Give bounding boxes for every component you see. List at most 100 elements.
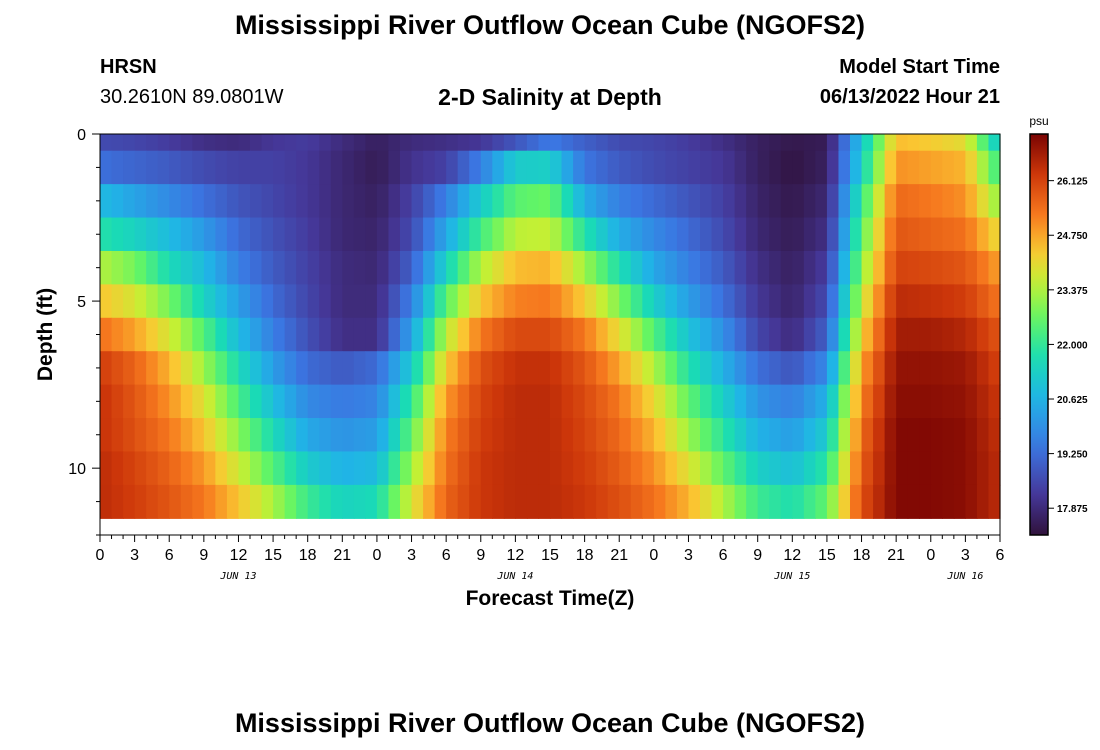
heatmap-cell <box>561 418 574 453</box>
heatmap-cell <box>976 217 990 252</box>
page-title-repeat: Mississippi River Outflow Ocean Cube (NG… <box>234 708 866 738</box>
heatmap-cell <box>111 384 124 419</box>
heatmap-cell <box>976 250 990 285</box>
heatmap-cell <box>192 418 205 453</box>
heatmap-cell <box>480 317 493 352</box>
heatmap-cell <box>619 451 632 486</box>
heatmap-cell <box>642 184 655 219</box>
heatmap-cell <box>273 150 286 185</box>
heatmap-cell <box>596 451 609 486</box>
heatmap-cell <box>330 284 343 319</box>
heatmap-cell <box>861 250 874 285</box>
heatmap-cell <box>976 184 990 219</box>
heatmap-cell <box>457 250 470 285</box>
heatmap-cell <box>688 184 701 219</box>
heatmap-cell <box>907 217 920 252</box>
heatmap-cell <box>815 384 828 419</box>
heatmap-cell <box>492 351 505 386</box>
heatmap-cell <box>273 184 286 219</box>
heatmap-cell <box>953 451 966 486</box>
heatmap-cell <box>526 484 540 519</box>
heatmap-cell <box>261 184 274 219</box>
heatmap-cell <box>319 217 332 252</box>
heatmap-cell <box>746 451 759 486</box>
heatmap-cell <box>250 451 263 486</box>
heatmap-cell <box>884 451 897 486</box>
heatmap-cell <box>146 451 159 486</box>
heatmap-cell <box>284 217 297 252</box>
heatmap-cell <box>561 217 574 252</box>
date-label: JUN 16 <box>946 571 983 582</box>
heatmap-cell <box>884 150 897 185</box>
heatmap-cell <box>515 134 528 152</box>
heatmap-cell <box>284 317 297 352</box>
heatmap-cell <box>630 418 643 453</box>
heatmap-cell <box>342 451 355 486</box>
heatmap-cell <box>561 351 574 386</box>
heatmap-cell <box>769 217 782 252</box>
heatmap-cell <box>953 484 966 519</box>
heatmap-cell <box>319 384 332 419</box>
heatmap-cell <box>573 317 586 352</box>
heatmap-cell <box>642 284 655 319</box>
heatmap-cell <box>123 351 136 386</box>
heatmap-cell <box>296 351 309 386</box>
heatmap-cell <box>538 484 551 519</box>
heatmap-cell <box>988 451 1001 486</box>
heatmap-cell <box>446 451 459 486</box>
heatmap-cell <box>734 484 747 519</box>
heatmap-cell <box>653 418 666 453</box>
heatmap-cell <box>596 150 609 185</box>
heatmap-cell <box>573 384 586 419</box>
heatmap-cell <box>100 418 113 453</box>
heatmap-cell <box>988 217 1001 252</box>
heatmap-cell <box>838 150 851 185</box>
heatmap-cell <box>319 418 332 453</box>
heatmap-cell <box>665 384 678 419</box>
heatmap-cell <box>388 451 401 486</box>
heatmap-cell <box>815 150 828 185</box>
heatmap-cell <box>676 134 690 152</box>
heatmap-cell <box>434 184 447 219</box>
x-tick-label: 3 <box>407 547 416 564</box>
heatmap-cell <box>769 484 782 519</box>
heatmap-cell <box>146 284 159 319</box>
heatmap-cell <box>146 250 159 285</box>
model-start-label: Model Start Time <box>839 56 1000 78</box>
colorbar-tick-label: 26.125 <box>1057 177 1088 188</box>
heatmap-cell <box>711 317 724 352</box>
heatmap-cell <box>446 284 459 319</box>
heatmap-cell <box>769 250 782 285</box>
heatmap-cell <box>734 134 747 152</box>
heatmap-cell <box>965 484 978 519</box>
heatmap-cell <box>446 484 459 519</box>
heatmap-cell <box>411 484 424 519</box>
heatmap-cell <box>930 184 943 219</box>
heatmap-cell <box>965 451 978 486</box>
heatmap-cell <box>203 317 216 352</box>
heatmap-cell <box>861 134 874 152</box>
heatmap-cell <box>503 184 516 219</box>
heatmap-cell <box>584 317 597 352</box>
heatmap-cell <box>642 418 655 453</box>
heatmap-cell <box>376 284 390 319</box>
x-tick-label: 9 <box>753 547 762 564</box>
heatmap-cell <box>907 418 920 453</box>
heatmap-cell <box>469 384 482 419</box>
heatmap-cell <box>942 250 955 285</box>
heatmap-cell <box>100 451 113 486</box>
heatmap-cell <box>342 351 355 386</box>
heatmap-cell <box>192 351 205 386</box>
heatmap-cell <box>538 250 551 285</box>
heatmap-cell <box>884 484 897 519</box>
date-label: JUN 13 <box>219 571 256 582</box>
heatmap-cell <box>515 150 528 185</box>
heatmap-cell <box>757 384 770 419</box>
heatmap-cell <box>146 217 159 252</box>
heatmap-cell <box>100 184 113 219</box>
heatmap-cell <box>157 384 170 419</box>
heatmap-cell <box>469 351 482 386</box>
heatmap-cell <box>146 134 159 152</box>
heatmap-cell <box>180 451 193 486</box>
heatmap-cell <box>515 451 528 486</box>
